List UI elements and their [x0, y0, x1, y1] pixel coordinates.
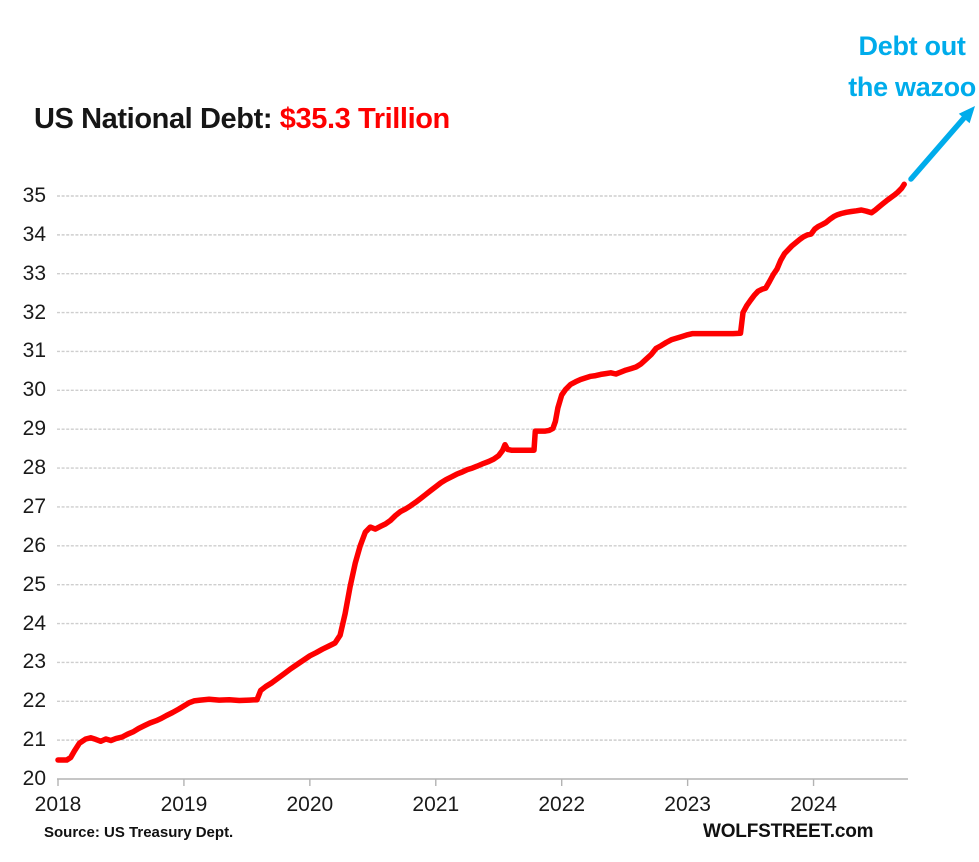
brand-watermark: WOLFSTREET.com [703, 821, 874, 842]
x-tick-label: 2020 [286, 793, 334, 816]
y-tick-label: 30 [22, 378, 46, 402]
source-note: Source: US Treasury Dept. [44, 824, 234, 841]
annotation-line-1: Debt out [858, 31, 966, 61]
y-tick-label: 26 [22, 533, 46, 557]
y-tick-label: 32 [22, 300, 46, 324]
x-tick-label: 2022 [538, 793, 586, 816]
y-tick-label: 25 [22, 572, 46, 596]
y-tick-label: 23 [22, 650, 46, 674]
x-tick-label: 2019 [160, 793, 208, 816]
arrow-line [908, 115, 967, 182]
title-highlight: $35.3 Trillion [279, 103, 450, 135]
y-tick-label: 27 [22, 494, 46, 518]
page-title: US National Debt: $35.3 Trillion [34, 103, 450, 136]
y-tick-label: 34 [22, 222, 46, 246]
y-tick-label: 29 [22, 417, 46, 441]
page-title-prefix: US National Debt: [34, 103, 280, 135]
annotation-text: Debt out the wazoo [848, 26, 976, 108]
y-tick-label: 24 [22, 611, 46, 635]
debt-line [55, 181, 907, 763]
y-tick-label: 21 [22, 728, 46, 752]
x-tick-label: 2021 [412, 793, 460, 816]
y-tick-label: 31 [22, 339, 46, 363]
y-tick-label: 20 [22, 767, 46, 790]
x-tick-label: 2024 [790, 793, 837, 816]
annotation-line-2: the wazoo [848, 72, 976, 102]
x-tick-label: 2023 [664, 793, 711, 816]
y-tick-label: 33 [22, 261, 46, 285]
x-tick-label: 2018 [34, 793, 82, 816]
y-tick-label: 22 [22, 689, 46, 713]
y-tick-label: 35 [22, 184, 46, 207]
y-tick-label: 28 [22, 456, 46, 480]
arrow-head-icon [958, 106, 975, 124]
